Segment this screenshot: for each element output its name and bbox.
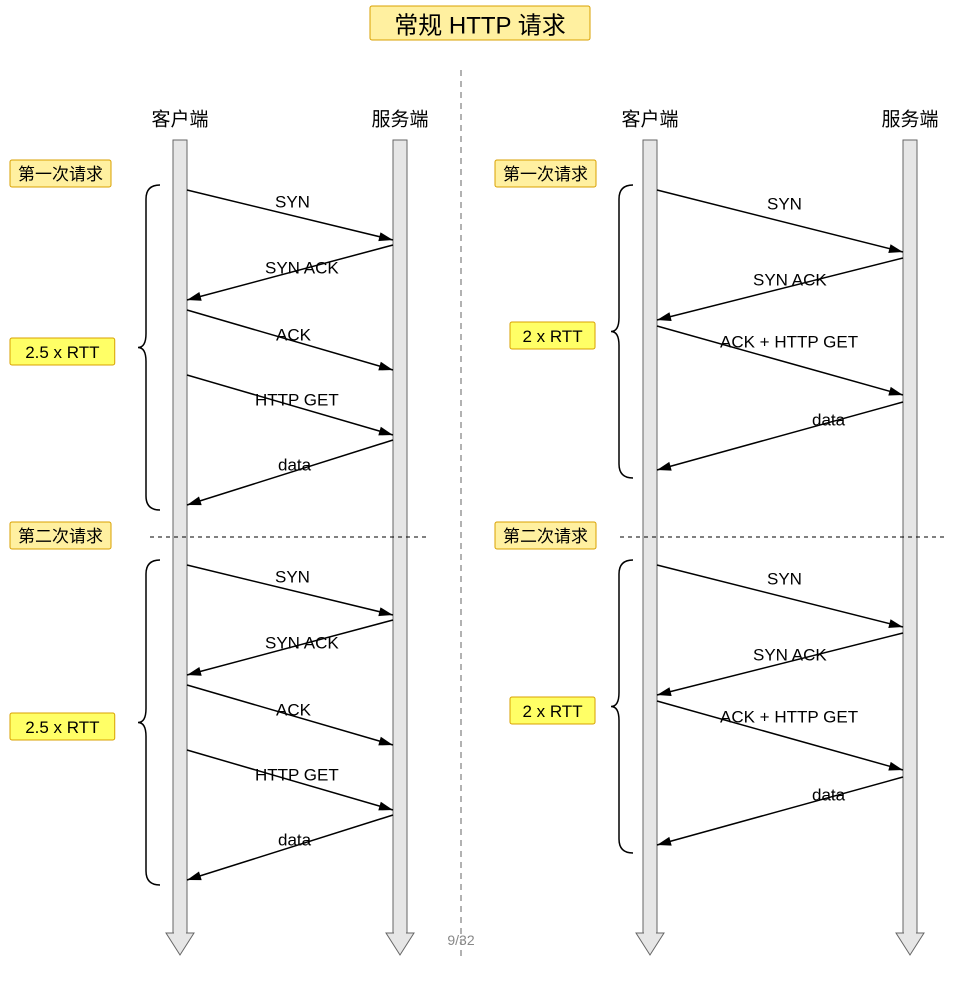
rtt-label: 2 x RTT <box>522 327 582 346</box>
arrowhead-icon <box>657 462 672 471</box>
lifeline-arrowhead-icon <box>386 933 414 955</box>
arrowhead-icon <box>187 496 202 505</box>
message-label: data <box>278 456 312 475</box>
sequence-diagram: 常规 HTTP 请求客户端 服务端第一次请求 2.5 x RTT SYN SYN ACK… <box>0 0 961 981</box>
message-label: SYN <box>767 195 802 214</box>
arrowhead-icon <box>888 387 903 396</box>
message-label: SYN ACK <box>265 634 339 653</box>
message-label: ACK <box>276 701 312 720</box>
arrowhead-icon <box>378 607 393 616</box>
section-label: 第二次请求 <box>18 527 103 546</box>
arrowhead-icon <box>888 244 903 253</box>
actor-label: 客户端 <box>621 109 678 131</box>
message-label: SYN <box>767 570 802 589</box>
arrowhead-icon <box>187 292 202 301</box>
brace-icon <box>611 185 633 478</box>
lifeline-arrowhead-icon <box>896 933 924 955</box>
arrowhead-icon <box>378 427 393 436</box>
message-label: HTTP GET <box>255 391 339 410</box>
arrowhead-icon <box>888 619 903 628</box>
brace-icon <box>611 560 633 853</box>
arrowhead-icon <box>378 802 393 811</box>
arrowhead-icon <box>657 312 672 321</box>
message-label: ACK <box>276 326 312 345</box>
section-label: 第二次请求 <box>503 527 588 546</box>
diagram-title: 常规 HTTP 请求 <box>394 13 566 40</box>
message-label: data <box>812 786 846 805</box>
page-number: 9/32 <box>447 932 474 948</box>
arrowhead-icon <box>187 871 202 880</box>
message-label: SYN <box>275 568 310 587</box>
rtt-label: 2 x RTT <box>522 702 582 721</box>
rtt-label: 2.5 x RTT <box>25 718 99 737</box>
arrowhead-icon <box>378 232 393 241</box>
arrowhead-icon <box>378 362 393 371</box>
arrowhead-icon <box>888 762 903 771</box>
arrowhead-icon <box>378 737 393 746</box>
lifeline-arrowhead-icon <box>166 933 194 955</box>
message-arrow <box>657 777 903 845</box>
message-label: ACK + HTTP GET <box>720 708 858 727</box>
message-label: data <box>812 411 846 430</box>
message-label: HTTP GET <box>255 766 339 785</box>
message-arrow <box>657 402 903 470</box>
section-label: 第一次请求 <box>18 165 103 184</box>
message-label: SYN ACK <box>753 646 827 665</box>
rtt-label: 2.5 x RTT <box>25 343 99 362</box>
message-label: SYN ACK <box>265 259 339 278</box>
actor-label: 客户端 <box>151 109 208 131</box>
message-label: SYN ACK <box>753 271 827 290</box>
brace-icon <box>138 560 160 885</box>
message-label: data <box>278 831 312 850</box>
section-label: 第一次请求 <box>503 165 588 184</box>
arrowhead-icon <box>657 687 672 696</box>
arrowhead-icon <box>187 667 202 676</box>
message-label: SYN <box>275 193 310 212</box>
message-label: ACK + HTTP GET <box>720 333 858 352</box>
arrowhead-icon <box>657 837 672 846</box>
lifeline-arrowhead-icon <box>636 933 664 955</box>
actor-label: 服务端 <box>371 109 428 131</box>
actor-label: 服务端 <box>881 109 938 131</box>
brace-icon <box>138 185 160 510</box>
